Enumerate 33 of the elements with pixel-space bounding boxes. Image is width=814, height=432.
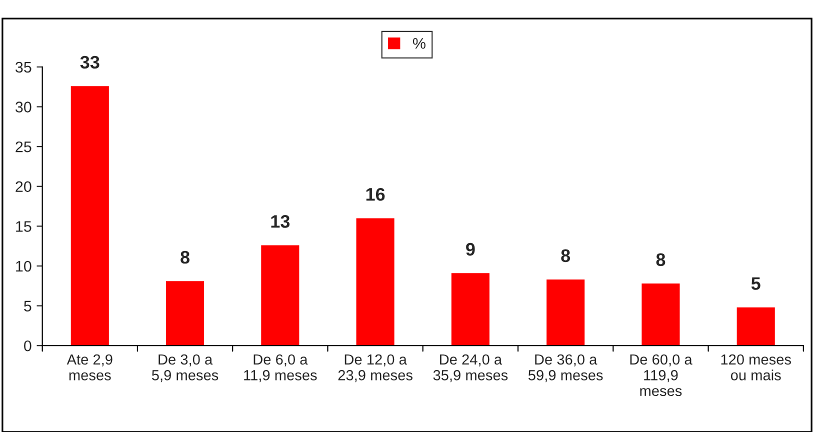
x-tick-label: De 60,0 a 119,9 meses	[630, 354, 692, 396]
data-label: 9	[466, 242, 475, 256]
data-label: 8	[561, 249, 570, 262]
data-label: 5	[751, 277, 760, 290]
x-tick-label: Ate 2,9 meses	[66, 354, 112, 380]
data-label: 13	[271, 215, 290, 228]
data-label: 8	[180, 250, 190, 264]
y-tick-label: 30	[16, 102, 32, 112]
y-tick-label: 25	[16, 141, 32, 152]
legend-label: %	[412, 38, 426, 49]
x-tick-label: 120 meses ou mais	[721, 354, 791, 380]
bar	[356, 218, 394, 346]
x-tick-label: De 6,0 a 11,9 meses	[244, 354, 317, 382]
data-label: 8	[656, 253, 666, 266]
y-tick-label: 0	[24, 340, 32, 352]
bar	[261, 245, 300, 346]
bar	[736, 307, 775, 346]
y-tick-label: 35	[16, 62, 32, 73]
bar	[546, 280, 585, 346]
x-tick-label: De 36,0 a 59,9 meses	[528, 354, 603, 382]
x-tick-label: De 24,0 a 35,9 meses	[433, 354, 508, 382]
x-tick-label: De 3,0 a 5,9 meses	[152, 354, 218, 382]
y-tick-label: 15	[16, 221, 32, 232]
bar	[642, 284, 680, 346]
y-tick-label: 20	[16, 181, 32, 192]
data-label: 16	[366, 188, 385, 201]
x-tick-label: De 12,0 a 23,9 meses	[338, 354, 412, 382]
y-tick-label: 5	[24, 300, 32, 312]
data-label: 33	[80, 56, 100, 69]
bar	[166, 281, 204, 346]
y-tick-label: 10	[16, 260, 32, 272]
bar	[451, 273, 490, 346]
bar	[70, 86, 109, 346]
